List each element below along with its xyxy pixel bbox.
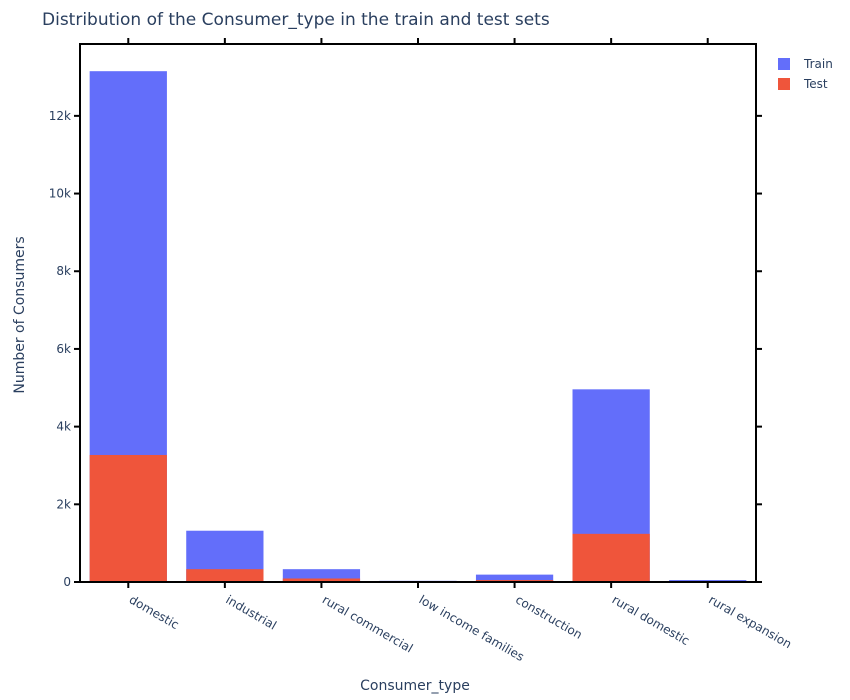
bar-test-domestic[interactable] [89, 454, 167, 582]
bar-test-industrial[interactable] [186, 569, 264, 582]
legend-label-test[interactable]: Test [803, 77, 828, 91]
chart-title: Distribution of the Consumer_type in the… [42, 10, 550, 30]
bar-train-construction[interactable] [475, 574, 554, 582]
x-tick-label: rural domestic [610, 592, 692, 648]
x-axis-title: Consumer_type [360, 678, 470, 694]
plot-frame [79, 43, 757, 583]
legend-swatch-test[interactable] [778, 78, 790, 90]
bar-test-rural-commercial[interactable] [282, 578, 361, 583]
x-tick-label: low income families [417, 592, 527, 664]
x-tick-label: domestic [127, 592, 182, 632]
y-tick-label: 2k [56, 497, 71, 511]
legend-label-train[interactable]: Train [803, 57, 833, 71]
y-tick-label: 10k [49, 187, 71, 201]
legend[interactable]: Train Test [778, 57, 833, 91]
x-tick-label: rural commercial [320, 592, 415, 655]
x-tick-label: industrial [223, 592, 279, 632]
x-tick-label: construction [513, 592, 585, 641]
y-tick-label: 8k [56, 264, 71, 278]
bars-layer [89, 71, 747, 583]
y-tick-label: 6k [56, 342, 71, 356]
bar-test-rural-domestic[interactable] [572, 533, 650, 582]
y-tick-label: 12k [49, 109, 71, 123]
y-axis-title: Number of Consumers [12, 236, 28, 393]
y-tick-label: 4k [56, 420, 71, 434]
legend-swatch-train[interactable] [778, 58, 790, 70]
x-tick-label: rural expansion [706, 592, 794, 651]
y-tick-label: 0 [63, 575, 71, 589]
